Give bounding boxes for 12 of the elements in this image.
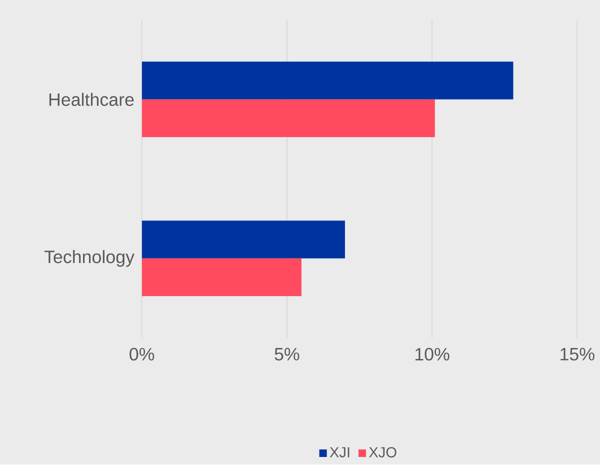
bar [142, 258, 302, 296]
legend-label: XJI [330, 447, 350, 458]
y-tick-label: Technology [44, 250, 134, 267]
x-tick-label: 15% [560, 348, 594, 361]
bar [142, 62, 514, 100]
x-tick-label: 10% [416, 348, 450, 361]
x-tick-label: 5% [274, 348, 300, 361]
legend-label: XJO [369, 447, 396, 458]
x-tick-label: 0% [130, 348, 154, 361]
bar [142, 220, 345, 259]
bar [142, 100, 435, 138]
y-tick-label: Healthcare [49, 93, 134, 106]
